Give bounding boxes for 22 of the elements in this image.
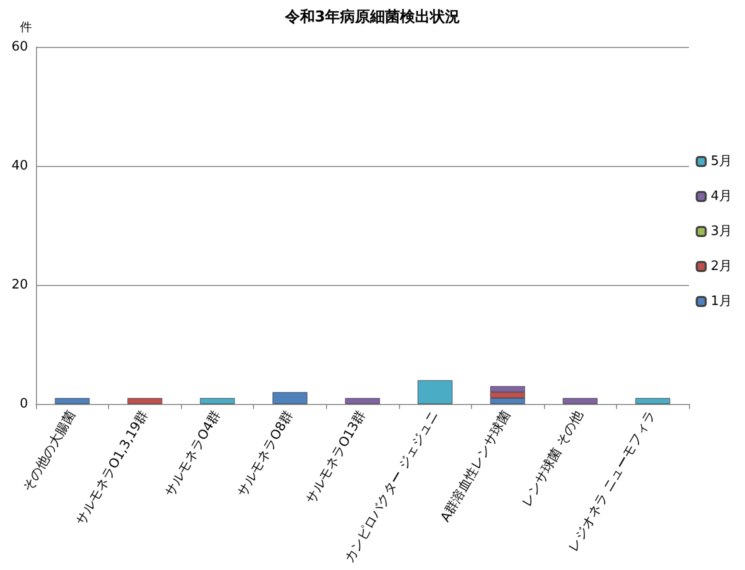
bar [200, 398, 235, 404]
x-tick-label: サルモネラO4群 [162, 408, 224, 500]
legend-label: 1月 [710, 294, 732, 309]
bar [54, 398, 90, 404]
bar [562, 398, 598, 404]
y-tick-label: 20 [11, 278, 28, 292]
y-axis-title: 件 [20, 20, 32, 34]
legend-label: 2月 [710, 259, 732, 274]
bar [418, 380, 452, 404]
bar [635, 398, 670, 404]
y-tick-label: 60 [11, 40, 28, 54]
chart-title: 令和3年病原細菌検出状況 [284, 8, 460, 26]
bar [345, 398, 380, 404]
legend-label: 4月 [710, 189, 732, 204]
bar [127, 398, 162, 404]
legend-label: 3月 [710, 224, 732, 239]
x-tick-label: レンサ球菌 その他 [520, 408, 587, 510]
legend-label: 5月 [710, 154, 732, 169]
y-tick-label: 40 [11, 158, 28, 174]
x-tick-label: A群溶血性レンサ球菌 [437, 408, 514, 525]
bar [272, 392, 308, 404]
x-tick-label: サルモネラO8群 [235, 408, 296, 500]
